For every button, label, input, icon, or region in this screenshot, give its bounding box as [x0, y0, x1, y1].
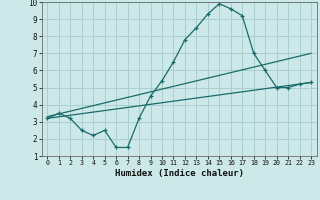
- X-axis label: Humidex (Indice chaleur): Humidex (Indice chaleur): [115, 169, 244, 178]
